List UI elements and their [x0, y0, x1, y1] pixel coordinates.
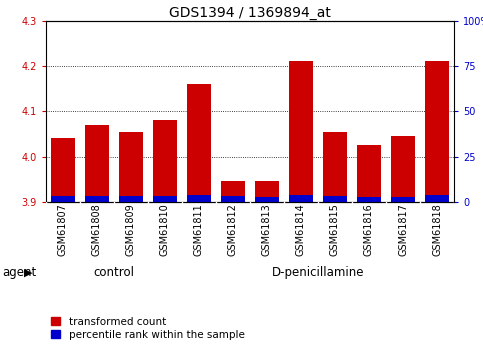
Text: GSM61810: GSM61810 [160, 203, 170, 256]
Text: GSM61812: GSM61812 [228, 203, 238, 256]
Bar [391, 136, 415, 202]
Text: ▶: ▶ [24, 268, 32, 277]
Bar [357, 197, 381, 202]
Text: GSM61816: GSM61816 [364, 203, 374, 256]
Text: GSM61813: GSM61813 [262, 203, 272, 256]
Title: GDS1394 / 1369894_at: GDS1394 / 1369894_at [169, 6, 331, 20]
Bar [153, 196, 177, 202]
Bar [51, 196, 75, 202]
Bar [425, 195, 449, 202]
Bar [255, 197, 279, 202]
Bar [425, 61, 449, 202]
Text: GSM61808: GSM61808 [92, 203, 102, 256]
Text: GSM61818: GSM61818 [432, 203, 442, 256]
Bar [187, 84, 211, 202]
Text: GSM61811: GSM61811 [194, 203, 204, 256]
Bar [323, 132, 347, 202]
Bar [289, 61, 313, 202]
Text: GSM61815: GSM61815 [330, 203, 340, 256]
Bar [85, 196, 109, 202]
Bar [323, 196, 347, 202]
Text: GSM61817: GSM61817 [398, 203, 408, 256]
Text: GSM61807: GSM61807 [58, 203, 68, 256]
Text: GSM61814: GSM61814 [296, 203, 306, 256]
Text: GSM61809: GSM61809 [126, 203, 136, 256]
Text: D-penicillamine: D-penicillamine [272, 266, 364, 279]
Text: control: control [93, 266, 134, 279]
Bar [221, 196, 245, 202]
Bar [119, 196, 143, 202]
Bar [119, 132, 143, 202]
Bar [51, 138, 75, 202]
Bar [187, 195, 211, 202]
Bar [289, 196, 313, 202]
Bar [357, 145, 381, 202]
Text: agent: agent [2, 266, 37, 279]
Bar [153, 120, 177, 202]
Legend: transformed count, percentile rank within the sample: transformed count, percentile rank withi… [51, 317, 245, 340]
Bar [391, 197, 415, 202]
Bar [255, 181, 279, 202]
Bar [85, 125, 109, 202]
Bar [221, 181, 245, 202]
